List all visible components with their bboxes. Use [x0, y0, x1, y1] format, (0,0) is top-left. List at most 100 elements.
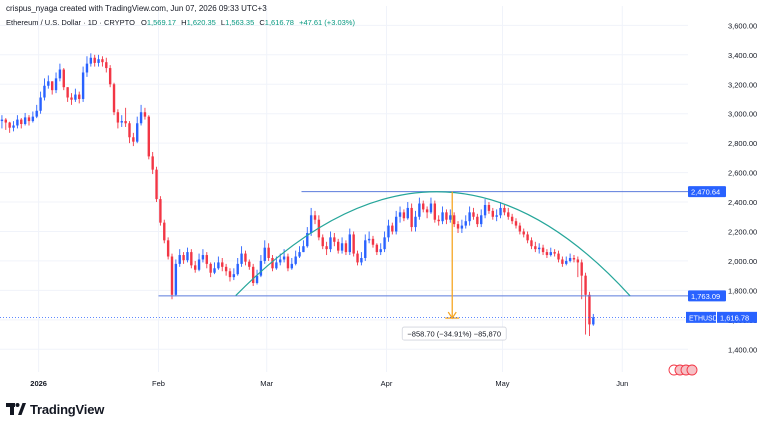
candle — [391, 222, 394, 235]
candle — [425, 206, 429, 219]
candle-body — [0, 119, 4, 122]
candle-body — [85, 63, 89, 73]
last-price-tag — [717, 311, 757, 323]
y-tick-label: 3,400.00 — [728, 51, 757, 60]
candle-body — [487, 204, 491, 211]
candle-body — [561, 259, 564, 264]
candle-body — [441, 212, 444, 222]
candle-body — [464, 221, 467, 226]
candle-body — [105, 62, 108, 69]
candle — [441, 206, 444, 225]
candle — [85, 56, 89, 77]
candle — [437, 215, 440, 226]
candle — [205, 252, 208, 269]
candle — [518, 222, 522, 235]
candle-body — [81, 72, 85, 99]
candle-body — [425, 209, 429, 213]
candle — [259, 255, 263, 278]
candle-body — [429, 203, 433, 213]
candle — [217, 256, 220, 270]
candle-body — [4, 119, 7, 123]
candle — [112, 82, 116, 116]
candle-body — [499, 207, 502, 216]
candle-body — [298, 252, 301, 257]
candle-body — [329, 237, 332, 250]
candle — [232, 268, 236, 281]
candle — [147, 115, 151, 160]
candle-body — [151, 156, 154, 170]
candle-body — [267, 247, 270, 258]
candle — [333, 232, 336, 247]
plot-area[interactable] — [0, 53, 595, 337]
candle-body — [209, 263, 212, 273]
candle — [12, 121, 15, 132]
y-tick-label: 2,800.00 — [728, 139, 757, 148]
candle-body — [565, 260, 568, 264]
candle-body — [16, 119, 19, 126]
candle — [16, 115, 19, 129]
candle-body — [290, 263, 294, 269]
candle-body — [205, 255, 208, 264]
candle-body — [495, 215, 498, 217]
candle — [201, 249, 205, 263]
candle — [132, 132, 135, 147]
candle-body — [31, 116, 35, 122]
candle-body — [313, 215, 317, 220]
candle — [309, 207, 313, 236]
close-label: C — [259, 18, 265, 27]
candle-body — [286, 256, 290, 269]
candle-body — [391, 225, 394, 232]
candle-body — [592, 317, 595, 325]
candle-body — [340, 243, 344, 251]
candle — [340, 237, 344, 254]
open-label: O — [141, 18, 147, 27]
candle — [267, 243, 270, 261]
candle — [290, 257, 294, 270]
tradingview-logo[interactable]: TradingView — [6, 400, 104, 418]
candle-body — [240, 253, 243, 264]
candle-body — [422, 203, 425, 210]
candle-body — [445, 212, 448, 220]
candle-body — [101, 59, 104, 63]
candle — [70, 93, 73, 105]
candle — [480, 209, 483, 228]
support-line-tag — [688, 290, 726, 302]
candle — [588, 291, 591, 337]
candle — [491, 207, 495, 220]
candle-body — [217, 262, 220, 269]
candle-body — [557, 253, 560, 260]
candle-body — [309, 215, 313, 233]
candle-body — [452, 215, 456, 225]
symbol-tag — [686, 311, 716, 323]
candle-body — [406, 207, 409, 219]
tradingview-logo-icon — [6, 403, 26, 415]
candle-body — [224, 266, 228, 272]
candle — [155, 166, 158, 203]
candle — [306, 227, 309, 248]
candle — [371, 235, 375, 248]
candle-body — [147, 116, 151, 157]
y-tick-label: 3,200.00 — [728, 80, 757, 89]
candle-body — [480, 215, 483, 225]
candle — [313, 210, 317, 225]
candle — [302, 240, 305, 253]
candle-body — [302, 246, 305, 253]
candle — [286, 253, 290, 272]
event-marker-icon[interactable] — [686, 364, 698, 376]
drawing-overlays[interactable]: −858.70 (−34.91%) −85,870 — [0, 191, 698, 376]
time-axis[interactable]: 2026 Feb Mar Apr May Jun — [30, 379, 628, 388]
candle-body — [580, 262, 583, 276]
candle — [557, 250, 560, 263]
candle — [526, 231, 529, 244]
rounding-top-arc[interactable] — [235, 191, 631, 297]
candle-body — [143, 112, 147, 117]
candle — [97, 54, 100, 67]
candle — [178, 249, 181, 267]
candle-body — [460, 225, 464, 229]
y-tick-label: 2,200.00 — [728, 227, 757, 236]
candle-body — [166, 240, 170, 257]
candle — [271, 255, 274, 272]
price-axis[interactable]: 1,400.001,600.001,800.002,000.002,200.00… — [686, 21, 757, 354]
candle-body — [371, 238, 375, 245]
